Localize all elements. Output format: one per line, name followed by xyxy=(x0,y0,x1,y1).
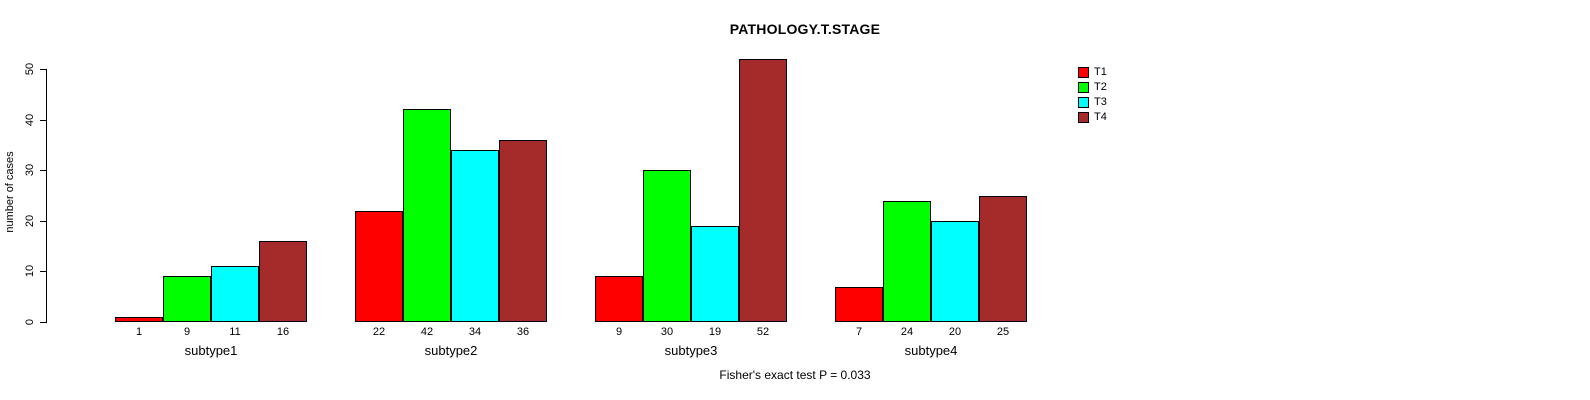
bar-value-label: 9 xyxy=(615,326,623,338)
bar-t1-subtype1 xyxy=(115,317,163,322)
bar-value-label: 42 xyxy=(420,326,434,338)
y-axis-tick xyxy=(40,170,46,172)
y-axis-tick-label: 20 xyxy=(24,214,36,227)
y-axis-tick-label: 40 xyxy=(24,113,36,126)
bar-value-label: 1 xyxy=(135,326,143,338)
legend: T1 T2 T3 T4 xyxy=(1078,65,1107,125)
bar-value-label: 25 xyxy=(996,326,1010,338)
bar-value-label: 30 xyxy=(660,326,674,338)
legend-label-t1: T1 xyxy=(1094,66,1107,78)
category-label-subtype3: subtype3 xyxy=(664,343,718,358)
legend-item-t1: T1 xyxy=(1078,65,1107,80)
legend-label-t4: T4 xyxy=(1094,111,1107,123)
y-axis-tick xyxy=(40,322,46,323)
legend-label-t3: T3 xyxy=(1094,96,1107,108)
y-axis-tick-label: 10 xyxy=(24,265,36,278)
bar-value-label: 11 xyxy=(229,326,241,338)
legend-swatch-t4 xyxy=(1078,112,1089,123)
legend-label-t2: T2 xyxy=(1094,81,1107,93)
legend-item-t4: T4 xyxy=(1078,110,1107,125)
bar-t2-subtype4 xyxy=(883,201,931,322)
y-axis-tick-label: 0 xyxy=(24,318,36,326)
y-axis-tick xyxy=(40,119,46,121)
chart-title: PATHOLOGY.T.STAGE xyxy=(729,21,881,37)
y-axis-tick xyxy=(40,271,46,273)
bar-t3-subtype3 xyxy=(691,226,739,322)
bar-value-label: 7 xyxy=(855,326,863,338)
bar-t4-subtype1 xyxy=(259,241,307,322)
bar-value-label: 52 xyxy=(756,326,770,338)
legend-swatch-t2 xyxy=(1078,82,1089,93)
bar-value-label: 24 xyxy=(900,326,914,338)
bar-t4-subtype4 xyxy=(979,196,1027,322)
bar-t3-subtype2 xyxy=(451,150,499,322)
bar-value-label: 36 xyxy=(516,326,530,338)
bar-t4-subtype3 xyxy=(739,59,787,322)
category-label-subtype4: subtype4 xyxy=(904,343,958,358)
y-axis-line xyxy=(46,69,47,323)
bar-value-label: 9 xyxy=(183,326,191,338)
bar-t1-subtype2 xyxy=(355,211,403,322)
bar-t2-subtype1 xyxy=(163,276,211,322)
bar-t1-subtype4 xyxy=(835,287,883,322)
bar-value-label: 22 xyxy=(372,326,386,338)
bar-t4-subtype2 xyxy=(499,140,547,322)
category-label-subtype1: subtype1 xyxy=(184,343,238,358)
bar-t2-subtype3 xyxy=(643,170,691,322)
legend-swatch-t3 xyxy=(1078,97,1089,108)
fisher-test-annotation: Fisher's exact test P = 0.033 xyxy=(719,368,871,382)
bar-value-label: 20 xyxy=(948,326,962,338)
bar-value-label: 19 xyxy=(708,326,722,338)
y-axis-label: number of cases xyxy=(4,151,16,233)
legend-item-t2: T2 xyxy=(1078,80,1107,95)
legend-swatch-t1 xyxy=(1078,67,1089,78)
y-axis-tick xyxy=(40,220,46,222)
bar-value-label: 16 xyxy=(276,326,290,338)
y-axis-tick-label: 30 xyxy=(24,164,36,177)
bar-value-label: 34 xyxy=(468,326,482,338)
bar-t3-subtype1 xyxy=(211,266,259,322)
y-axis-tick-label: 50 xyxy=(24,62,36,76)
bar-t3-subtype4 xyxy=(931,221,979,322)
bar-t2-subtype2 xyxy=(403,109,451,322)
bar-t1-subtype3 xyxy=(595,276,643,322)
legend-item-t3: T3 xyxy=(1078,95,1107,110)
y-axis-tick xyxy=(40,69,46,70)
category-label-subtype2: subtype2 xyxy=(424,343,478,358)
